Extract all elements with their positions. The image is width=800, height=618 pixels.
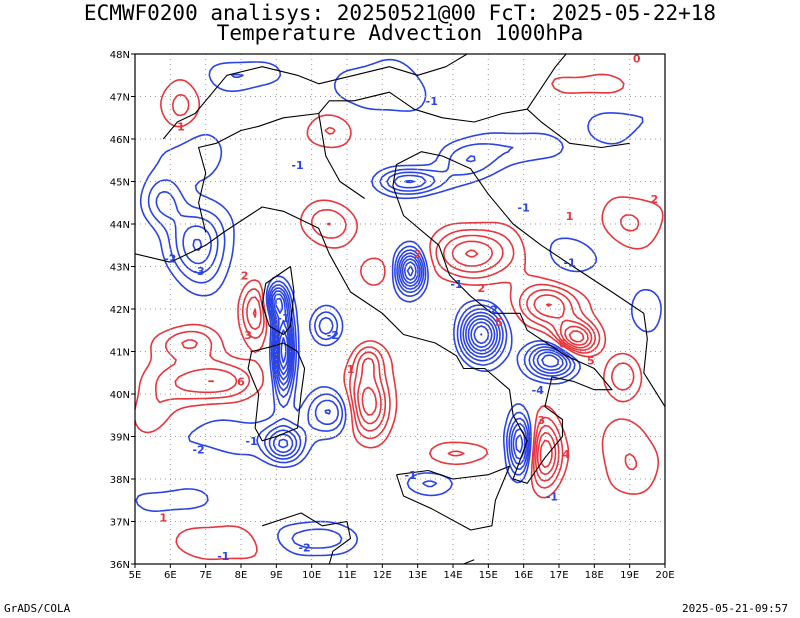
contour-label: 3: [244, 329, 252, 342]
contour-label: 2: [477, 282, 485, 295]
latitude-tick-label: 42N: [110, 305, 130, 316]
contour-label: 5: [587, 354, 595, 367]
latitude-tick-label: 44N: [110, 220, 130, 231]
latitude-tick-label: 43N: [110, 263, 130, 274]
contour-label: -2: [192, 444, 204, 457]
latitude-tick-label: 47N: [110, 93, 130, 104]
contour-label: 2: [651, 193, 659, 206]
longitude-tick-label: 14E: [443, 570, 462, 581]
warm-advection-isoline: [361, 249, 589, 468]
longitude-tick-label: 18E: [585, 570, 604, 581]
longitude-tick-label: 20E: [655, 570, 674, 581]
axes: 36N 37N 38N 39N 40N 41N 42N 43N 44N 45N 46N 47N 48N 5…: [110, 50, 675, 581]
coastline-border-path: [318, 113, 366, 199]
longitude-tick-label: 8E: [235, 570, 248, 581]
footer-timestamp: 2025-05-21-09:57: [682, 602, 788, 615]
coastline-border-path: [247, 342, 306, 442]
coastline-border-path: [262, 512, 352, 564]
coastline-border-path: [395, 465, 511, 531]
latitude-tick-label: 37N: [110, 518, 130, 529]
contour-label: -1: [404, 469, 416, 482]
coastlines: [135, 54, 665, 564]
cold-advection-isoline: [192, 179, 564, 460]
contour-label: 6: [559, 337, 567, 350]
latitude-tick-label: 46N: [110, 135, 130, 146]
longitude-tick-label: 12E: [373, 570, 392, 581]
coastline-border-path: [442, 155, 665, 407]
cold-advection-isoline: [147, 73, 576, 549]
contour-label: 0: [633, 53, 641, 66]
cold-advection-isoline: [278, 265, 490, 370]
contour-label: -1: [277, 312, 289, 325]
contour-label: -1: [426, 95, 438, 108]
advection-contours: [135, 58, 664, 561]
warm-advection-isoline: [208, 240, 593, 476]
contour-label: 2: [241, 269, 249, 282]
cold-advection-isoline: [135, 58, 662, 557]
contour-label: 5: [495, 316, 503, 329]
coastline-border-path: [261, 266, 295, 336]
contour-label: -4: [532, 384, 545, 397]
longitude-tick-label: 10E: [302, 570, 321, 581]
contour-label: -1: [563, 257, 575, 270]
cold-advection-isoline: [275, 261, 493, 376]
longitude-tick-label: 17E: [549, 570, 568, 581]
contour-label: 1: [566, 210, 574, 223]
contour-label: 1: [159, 512, 167, 525]
cold-advection-isoline: [182, 174, 568, 465]
longitude-tick-label: 15E: [479, 570, 498, 581]
graticule: [135, 54, 665, 564]
contour-label: -2: [164, 252, 176, 265]
coastline-border-path: [526, 54, 567, 110]
contour-label: -2: [486, 303, 498, 316]
cold-advection-isoline: [273, 258, 559, 454]
contour-label: -3: [192, 265, 204, 278]
contour-label: 2: [414, 248, 422, 261]
latitude-tick-label: 39N: [110, 433, 130, 444]
contour-label: -1: [245, 435, 257, 448]
coastline-border-path: [442, 108, 630, 149]
coastline-border-path: [463, 559, 475, 564]
contour-label: 1: [347, 363, 355, 376]
latitude-tick-label: 41N: [110, 348, 130, 359]
latitude-tick-label: 48N: [110, 50, 130, 61]
contour-label: -2: [298, 541, 310, 554]
contour-label: -1: [546, 490, 558, 503]
longitude-tick-label: 9E: [270, 570, 283, 581]
map-title-line-1: ECMWF0200 analisys: 20250521@00 FcT: 202…: [83, 1, 717, 25]
warm-advection-isoline: [568, 330, 585, 343]
longitude-tick-label: 16E: [514, 570, 533, 581]
cold-advection-isoline: [155, 155, 572, 470]
longitude-tick-label: 11E: [337, 570, 356, 581]
longitude-tick-label: 13E: [408, 570, 427, 581]
contour-label: -2: [327, 329, 339, 342]
longitude-tick-label: 19E: [620, 570, 639, 581]
latitude-tick-label: 40N: [110, 390, 130, 401]
contour-labels: 1 1 2 3 6 1 2 2 5 5 6 3 4 1 0 2 -1 -1 -1 -1 -2 -3 -1 -2 -1 -2 -4 -2…: [159, 53, 659, 563]
longitude-tick-label: 7E: [199, 570, 212, 581]
longitude-tick-label: 5E: [129, 570, 142, 581]
latitude-tick-label: 38N: [110, 475, 130, 486]
warm-advection-isoline: [155, 93, 640, 489]
coastline-border-path: [162, 54, 468, 140]
coastline-border-path: [135, 232, 224, 263]
contour-label: 4: [562, 448, 570, 461]
latitude-tick-label: 36N: [110, 560, 130, 571]
contour-label: -1: [217, 550, 229, 563]
footer-software: GrADS/COLA: [4, 602, 71, 615]
map-title-line-2: Temperature Advection 1000hPa: [216, 21, 584, 45]
contour-label: 3: [538, 414, 546, 427]
coastline-border-path: [222, 151, 613, 484]
cold-advection-isoline: [280, 333, 483, 364]
contour-label: 1: [177, 121, 185, 134]
contour-label: -1: [518, 201, 530, 214]
latitude-tick-label: 45N: [110, 178, 130, 189]
warm-advection-isoline: [135, 73, 664, 561]
coastline-border-path: [198, 91, 443, 233]
contour-label: -1: [450, 278, 462, 291]
longitude-tick-label: 6E: [164, 570, 177, 581]
contour-label: 6: [237, 376, 245, 389]
contour-label: -1: [291, 159, 303, 172]
